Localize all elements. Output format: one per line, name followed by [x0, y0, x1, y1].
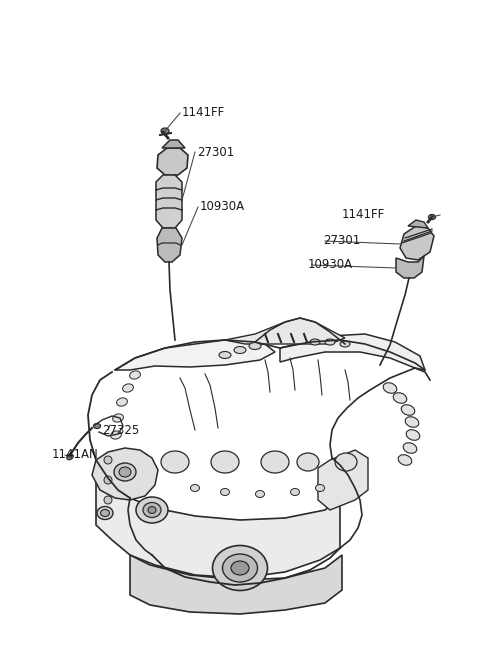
Polygon shape — [115, 340, 275, 370]
Ellipse shape — [310, 339, 320, 345]
Polygon shape — [400, 226, 434, 260]
Ellipse shape — [130, 371, 141, 379]
Ellipse shape — [114, 463, 136, 481]
Ellipse shape — [67, 454, 73, 460]
Polygon shape — [157, 148, 188, 175]
Text: 10930A: 10930A — [308, 259, 353, 272]
Text: 10930A: 10930A — [200, 200, 245, 214]
Polygon shape — [408, 220, 428, 228]
Text: 1141FF: 1141FF — [182, 107, 225, 119]
Ellipse shape — [335, 453, 357, 471]
Ellipse shape — [136, 497, 168, 523]
Ellipse shape — [117, 398, 127, 406]
Ellipse shape — [161, 451, 189, 473]
Ellipse shape — [143, 502, 161, 517]
Polygon shape — [280, 334, 425, 370]
Polygon shape — [130, 555, 342, 614]
Polygon shape — [162, 140, 185, 148]
Circle shape — [104, 496, 112, 504]
Ellipse shape — [249, 343, 261, 350]
Polygon shape — [225, 318, 345, 344]
Ellipse shape — [403, 443, 417, 453]
Ellipse shape — [110, 431, 121, 439]
Text: 27325: 27325 — [102, 424, 139, 436]
Ellipse shape — [119, 467, 131, 477]
Text: 1141FF: 1141FF — [342, 208, 385, 221]
Ellipse shape — [297, 453, 319, 471]
Ellipse shape — [234, 346, 246, 354]
Text: 27301: 27301 — [197, 145, 234, 159]
Circle shape — [104, 456, 112, 464]
Ellipse shape — [97, 506, 113, 519]
Polygon shape — [92, 448, 158, 500]
Ellipse shape — [398, 455, 412, 465]
Polygon shape — [96, 478, 340, 578]
Text: 27301: 27301 — [323, 234, 360, 248]
Ellipse shape — [211, 451, 239, 473]
Ellipse shape — [261, 451, 289, 473]
Ellipse shape — [100, 510, 109, 517]
Ellipse shape — [219, 352, 231, 358]
Ellipse shape — [340, 341, 350, 347]
Ellipse shape — [255, 491, 264, 498]
Ellipse shape — [122, 384, 133, 392]
Ellipse shape — [220, 489, 229, 495]
Ellipse shape — [231, 561, 249, 575]
Ellipse shape — [148, 506, 156, 514]
Ellipse shape — [191, 485, 200, 491]
Ellipse shape — [213, 546, 267, 591]
Ellipse shape — [393, 393, 407, 403]
Ellipse shape — [383, 383, 397, 393]
Ellipse shape — [405, 417, 419, 427]
Ellipse shape — [315, 485, 324, 491]
Ellipse shape — [161, 128, 169, 134]
Ellipse shape — [325, 339, 335, 345]
Ellipse shape — [290, 489, 300, 495]
Circle shape — [104, 476, 112, 484]
Ellipse shape — [94, 424, 100, 428]
Polygon shape — [318, 450, 368, 510]
Ellipse shape — [406, 430, 420, 440]
Ellipse shape — [429, 214, 435, 219]
Polygon shape — [157, 228, 182, 262]
Ellipse shape — [113, 414, 123, 422]
Polygon shape — [396, 256, 424, 278]
Ellipse shape — [223, 554, 257, 582]
Ellipse shape — [401, 405, 415, 415]
Polygon shape — [156, 175, 182, 228]
Text: 1141AN: 1141AN — [52, 449, 99, 462]
